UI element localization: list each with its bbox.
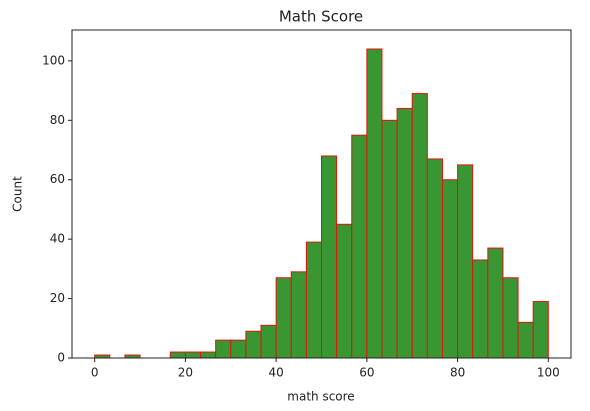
x-tick-label: 60 [359,366,374,380]
bar [381,119,398,359]
x-tick-label: 0 [91,366,99,380]
bar [260,324,277,359]
bar [184,351,202,359]
bar [321,155,338,359]
bar [472,259,489,359]
bar [245,330,262,359]
x-tick-label: 80 [450,366,465,380]
x-tick-label: 20 [178,366,193,380]
bar [230,339,247,359]
bar [502,277,519,359]
bar [336,223,353,359]
bar [411,93,428,359]
bar [169,351,186,359]
y-axis-label: Count [11,176,25,212]
x-tick-label: 100 [537,366,560,380]
plot-frame [71,29,572,359]
bar [366,48,383,359]
bar [457,164,474,359]
bar [396,107,413,359]
bar [351,134,368,359]
bar [487,247,504,359]
bar [441,179,459,359]
bar [200,351,217,359]
y-tick-label: 40 [50,232,65,246]
bar [532,301,549,359]
bar [275,277,292,359]
y-tick-label: 60 [50,172,65,186]
bar [290,271,307,359]
bar [305,241,322,359]
x-axis-label: math score [287,390,354,404]
y-tick-label: 80 [50,113,65,127]
y-tick-label: 20 [50,291,65,305]
bar [426,158,443,359]
x-tick-label: 40 [268,366,283,380]
bar [517,321,534,359]
bar [215,339,232,359]
chart-title: Math Score [279,8,363,26]
y-tick-label: 100 [42,53,65,67]
y-tick-label: 0 [57,351,65,365]
